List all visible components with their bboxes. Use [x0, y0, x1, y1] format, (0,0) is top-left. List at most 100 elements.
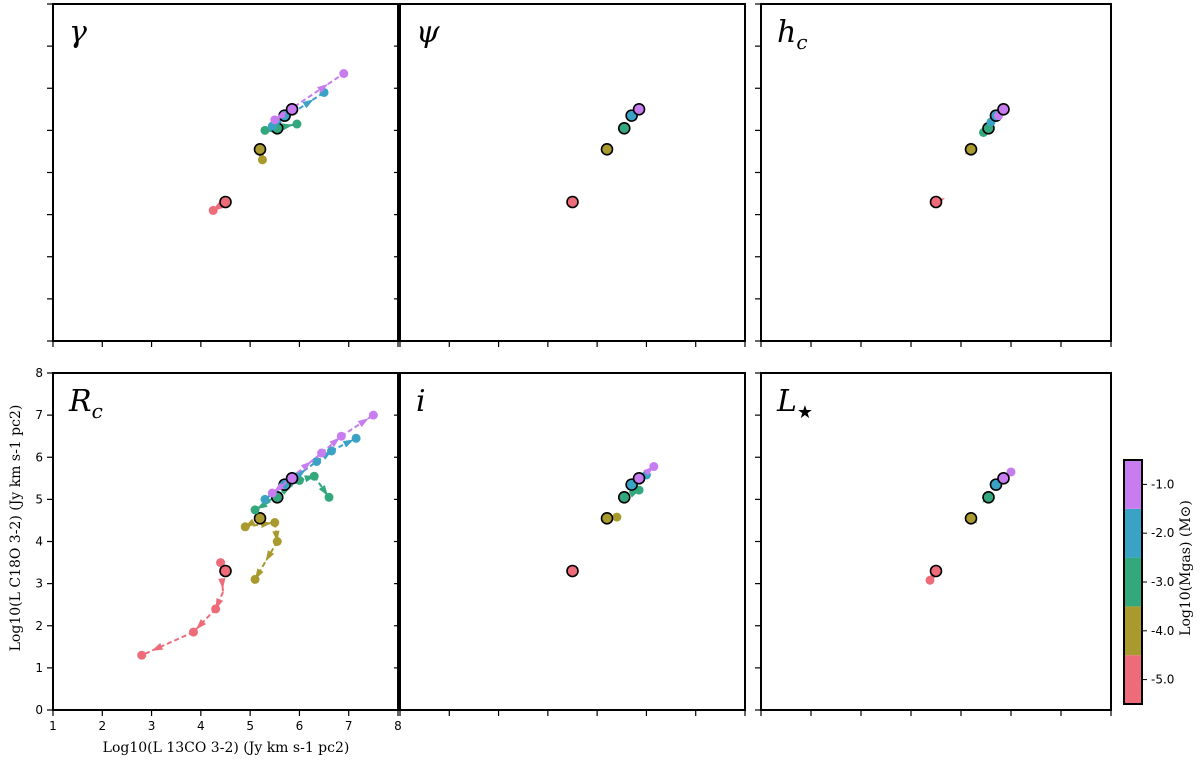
series-mgas--5.0 [925, 564, 943, 585]
data-point [211, 604, 221, 614]
colorbar-label: Log10(Mgas) (M⊙) [1178, 500, 1194, 636]
panel-frame [399, 372, 746, 711]
series-mgas--5.0 [566, 564, 579, 578]
x-tick-label: 6 [296, 719, 304, 733]
panel-title: L★ [776, 384, 813, 423]
trail-arrow [357, 418, 369, 428]
trail-arrow [329, 437, 340, 448]
panel-frame [52, 3, 399, 342]
data-point [339, 69, 349, 79]
panel-title: γ [69, 15, 87, 50]
series-mgas--5.0 [929, 195, 946, 209]
x-tick-label: 2 [98, 719, 106, 733]
data-point [324, 492, 334, 502]
y-tick-label: 5 [35, 492, 43, 506]
panel-frame [760, 372, 1112, 711]
y-tick-label: 6 [35, 450, 43, 464]
panel-frame [52, 372, 399, 711]
base-point [566, 564, 579, 578]
panel-frame [399, 3, 746, 342]
x-tick-label: 7 [345, 719, 353, 733]
x-tick-label: 5 [246, 719, 254, 733]
base-point [600, 512, 614, 525]
panel-gamma: γ [47, 3, 399, 347]
trail-segment [274, 72, 345, 121]
data-point [312, 456, 322, 466]
base-point [219, 564, 232, 578]
colorbar-tick-label: -3.0 [1151, 575, 1174, 589]
base-point [253, 512, 267, 525]
series-mgas--5.0 [566, 195, 579, 209]
series-mgas--5.0 [208, 195, 232, 215]
colorbar-segment [1124, 460, 1142, 509]
series-mgas--4.0 [964, 512, 978, 525]
trail-arrow [342, 439, 355, 448]
data-point [260, 125, 270, 135]
x-tick-label: 1 [49, 719, 57, 733]
data-point [267, 488, 277, 498]
panel-title: hc [777, 15, 808, 54]
colorbar-tick-label: -5.0 [1151, 673, 1174, 687]
data-point [260, 494, 270, 504]
base-point [253, 143, 267, 156]
base-point [997, 103, 1010, 116]
data-point [270, 518, 280, 528]
colorbar-tick-label: -4.0 [1151, 624, 1174, 638]
series-mgas--4.0 [240, 512, 282, 584]
base-point [964, 512, 978, 525]
colorbar-segment [1124, 655, 1142, 704]
series-mgas--1.0 [997, 467, 1016, 485]
data-point [292, 119, 302, 129]
data-point [351, 433, 361, 443]
trail-arrow [281, 123, 294, 131]
trail-arrow [265, 550, 275, 562]
trail-segment [331, 437, 357, 452]
series-mgas--4.0 [253, 143, 267, 165]
colorbar-segment [1124, 557, 1142, 607]
trail-arrow [302, 99, 314, 109]
trail-arrow [318, 484, 329, 496]
data-point [612, 512, 622, 522]
colorbar-segment [1124, 606, 1142, 656]
series-mgas--5.0 [137, 558, 232, 660]
y-axis-label: Log10(L C18O 3-2) (Jy km s-1 pc2) [8, 405, 24, 652]
data-point [250, 505, 260, 515]
y-tick-label: 4 [35, 535, 43, 549]
trail-segment [141, 631, 194, 657]
base-point [617, 121, 631, 135]
data-point [368, 410, 378, 420]
data-point [240, 522, 250, 532]
data-point [270, 115, 280, 125]
panel-title: ψ [416, 15, 440, 50]
base-point [617, 490, 631, 504]
panel-lstar: L★ [755, 372, 1112, 716]
base-point [929, 564, 943, 578]
data-point [208, 205, 218, 215]
x-axis-label: Log10(L 13CO 3-2) (Jy km s-1 pc2) [103, 740, 350, 756]
base-point [566, 195, 579, 209]
trail-arrow [300, 461, 312, 471]
series-mgas--1.0 [267, 410, 378, 498]
trail-segment [271, 452, 323, 494]
data-point [257, 155, 267, 165]
y-tick-label: 8 [35, 366, 43, 380]
y-tick-label: 2 [35, 619, 43, 633]
trail-arrow [218, 578, 226, 590]
series-mgas--4.0 [964, 143, 978, 156]
data-point [1006, 467, 1016, 477]
data-point [336, 431, 346, 441]
base-point [632, 103, 646, 116]
base-point [997, 472, 1010, 485]
colorbar-frame [1123, 459, 1143, 705]
x-tick-label: 3 [148, 719, 156, 733]
trail-segment [340, 414, 374, 438]
series-mgas--1.0 [270, 69, 349, 125]
data-point [272, 537, 282, 546]
x-tick-label: 8 [394, 719, 402, 733]
series-mgas--3.0 [617, 485, 644, 504]
base-point [632, 472, 646, 485]
panel-hc: hc [755, 3, 1112, 347]
base-point [285, 472, 299, 485]
